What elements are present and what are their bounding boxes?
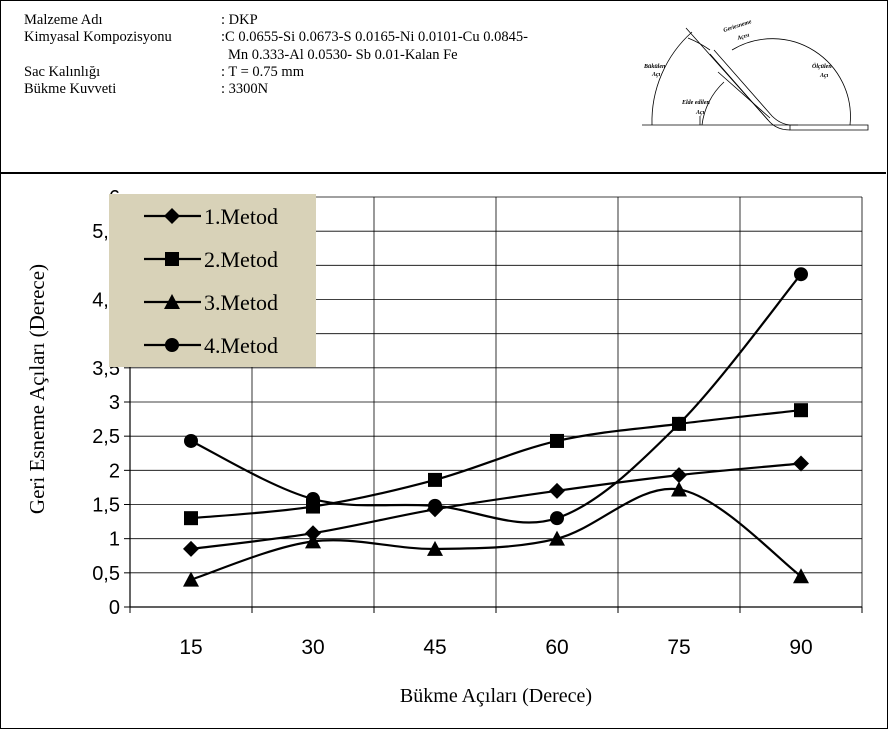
legend-label: 1.Metod xyxy=(204,204,278,229)
info-label: Malzeme Adı xyxy=(24,12,103,28)
y-tick-label: 1,5 xyxy=(92,495,120,517)
data-point-circle xyxy=(672,416,686,431)
sheet-flat xyxy=(789,124,869,131)
y-tick-label: 0 xyxy=(109,597,120,619)
series-3 xyxy=(183,481,809,587)
legend-item: 1.Metod xyxy=(144,204,278,229)
data-point-circle xyxy=(794,267,808,282)
diagram-label: Elde edilen xyxy=(681,100,710,106)
data-point-diamond xyxy=(671,467,687,484)
x-tick-labels: 15 30 45 60 75 90 xyxy=(179,636,812,659)
y-tick-label: 2,5 xyxy=(92,426,120,448)
data-point-square xyxy=(794,403,808,418)
data-point-circle xyxy=(306,492,320,507)
legend-marker-triangle xyxy=(164,294,180,309)
legend-item: 4.Metod xyxy=(144,333,278,358)
data-point-triangle xyxy=(183,571,199,587)
data-point-triangle xyxy=(305,533,321,549)
info-label: Sac Kalınlığı xyxy=(24,64,101,80)
data-point-diamond xyxy=(183,540,199,557)
series-line xyxy=(190,273,802,524)
legend-label: 2.Metod xyxy=(204,247,278,272)
ref-line-obtained xyxy=(717,71,771,119)
data-point-triangle xyxy=(671,481,687,497)
data-point-diamond xyxy=(549,482,565,499)
legend-marker-square xyxy=(165,252,179,266)
data-point-triangle xyxy=(549,530,565,546)
series-1 xyxy=(183,455,809,557)
x-tick-label: 90 xyxy=(789,636,812,659)
y-axis-label: Geri Esneme Açıları (Derece) xyxy=(25,264,49,514)
diagram-label: Geriesneme xyxy=(723,19,753,34)
x-tick-label: 60 xyxy=(545,636,568,659)
info-value: :C 0.0655-Si 0.0673-S 0.0165-Ni 0.0101-C… xyxy=(221,29,528,45)
diagram-label: Bükülen xyxy=(643,64,666,70)
obtained-angle-arc xyxy=(701,81,725,126)
x-axis-label: Bükme Açıları (Derece) xyxy=(400,685,592,707)
bent-angle-arc xyxy=(651,31,693,126)
info-value: : 3300N xyxy=(221,81,269,97)
info-label: Bükme Kuvveti xyxy=(24,81,117,97)
x-tick-label: 75 xyxy=(667,636,690,659)
y-tick-label: 0,5 xyxy=(92,563,120,585)
diagram-label: Açısı xyxy=(736,32,751,42)
data-point-diamond xyxy=(305,525,321,542)
legend-item: 3.Metod xyxy=(144,290,278,315)
series-4 xyxy=(184,267,808,526)
info-label: Kimyasal Kompozisyonu xyxy=(24,29,172,45)
data-point-triangle xyxy=(427,540,443,556)
y-tick-label: 2 xyxy=(109,460,120,482)
legend-label: 3.Metod xyxy=(204,290,278,315)
y-tick-label: 3 xyxy=(109,392,120,414)
legend-marker-circle xyxy=(165,338,179,352)
diagram-label: Açı xyxy=(819,73,829,79)
diagram-label: Açı xyxy=(695,110,705,116)
sheet-bent-inner xyxy=(709,53,791,131)
x-tick-label: 30 xyxy=(301,636,324,659)
info-value: : DKP xyxy=(221,12,258,28)
x-tick-label: 15 xyxy=(179,636,202,659)
info-value: : T = 0.75 mm xyxy=(221,64,304,80)
series-line xyxy=(190,487,802,581)
data-point-circle xyxy=(184,433,198,448)
sheet-bent-outer xyxy=(713,49,791,126)
legend-item: 2.Metod xyxy=(144,247,278,272)
measured-angle-arc xyxy=(731,38,851,126)
data-point-circle xyxy=(428,498,442,513)
data-point-diamond xyxy=(793,455,809,472)
legend: 1.Metod 2.Metod 3.Metod 4.Metod xyxy=(109,194,316,367)
series-line xyxy=(190,409,802,520)
material-info-header: Malzeme Adı : DKP Kimyasal Kompozisyonu … xyxy=(0,0,886,174)
legend-marker-diamond xyxy=(164,208,180,224)
data-point-square xyxy=(184,511,198,526)
x-tick-label: 45 xyxy=(423,636,446,659)
springback-arc xyxy=(687,37,711,51)
series-line xyxy=(190,462,802,551)
data-point-triangle xyxy=(793,568,809,584)
diagram-label: Açı xyxy=(651,72,661,78)
y-tick-label: 1 xyxy=(109,529,120,551)
ref-line-bent xyxy=(685,27,769,121)
data-point-square xyxy=(550,433,564,448)
springback-angle-diagram: Bükülen Açı Geriesneme Açısı Ölçülen Açı… xyxy=(642,19,869,131)
data-point-square xyxy=(428,472,442,487)
series-layer xyxy=(183,267,809,587)
data-point-circle xyxy=(550,511,564,526)
legend-box xyxy=(109,194,316,367)
diagram-label: Ölçülen xyxy=(812,63,832,70)
info-value: Mn 0.333-Al 0.0530- Sb 0.01-Kalan Fe xyxy=(228,47,458,63)
legend-label: 4.Metod xyxy=(204,333,278,358)
